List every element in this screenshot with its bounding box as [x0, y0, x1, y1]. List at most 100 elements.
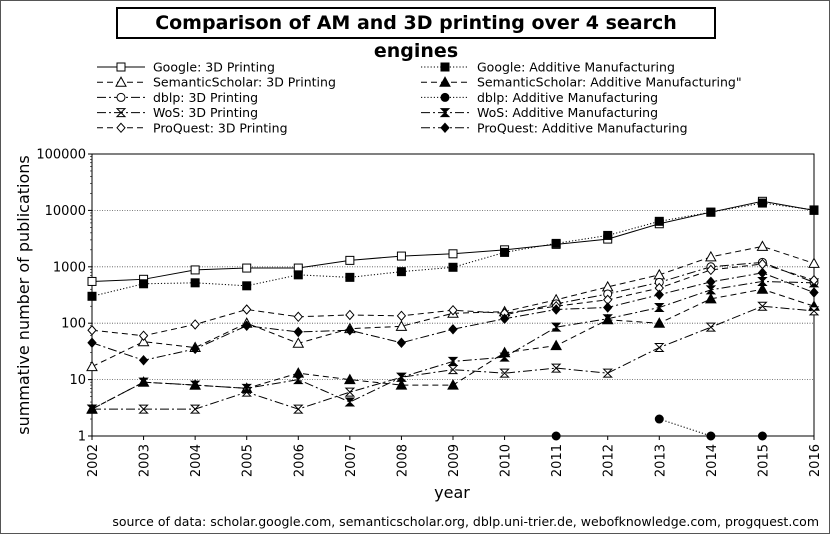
data-point-2007: [344, 397, 356, 407]
series-group: [86, 196, 820, 441]
x-tick-label: 2002: [86, 444, 101, 477]
data-point-2010: [499, 368, 510, 378]
data-point-2008: [395, 320, 408, 331]
chart-title: Comparison of AM and 3D printing over 4 …: [116, 7, 716, 62]
legend-item: dblp: Additive Manufacturing: [421, 90, 658, 105]
data-point-2016: [808, 257, 820, 268]
legend-label: WoS: 3D Printing: [153, 105, 258, 120]
data-point-legend: [115, 108, 127, 118]
data-point-2008: [395, 379, 408, 390]
data-point-legend: [440, 122, 450, 134]
series-8: [87, 258, 819, 341]
data-point-2004: [190, 278, 200, 288]
data-point-2015: [756, 283, 769, 294]
data-point-2016: [809, 205, 819, 215]
data-point-2006: [292, 337, 305, 348]
legend-item: SemanticScholar: 3D Printing: [97, 75, 336, 90]
data-point-2002: [86, 360, 98, 372]
data-point-2016: [808, 306, 820, 316]
data-point-2009: [447, 379, 459, 390]
data-point-2002: [87, 276, 97, 286]
x-tick-label: 2007: [344, 444, 359, 477]
legend: Google: 3D Printing Google: Additive Manu…: [97, 60, 742, 135]
data-point-2009: [447, 356, 459, 366]
x-tick-label: 2004: [189, 444, 204, 477]
data-point-2011: [551, 431, 561, 441]
data-point-2002: [87, 291, 97, 301]
data-point-2012: [603, 230, 613, 240]
x-tick-label: 2011: [550, 444, 565, 477]
data-point-2014: [705, 285, 717, 295]
x-tick-label: 2008: [395, 444, 410, 477]
data-point-2013: [653, 268, 666, 280]
data-point-2015: [757, 301, 768, 311]
data-point-2008: [396, 267, 406, 277]
data-point-2005: [242, 263, 252, 273]
data-point-2015: [757, 276, 768, 286]
data-point-2006: [293, 404, 304, 414]
data-point-legend: [116, 122, 126, 134]
legend-item: WoS: Additive Manufacturing: [421, 105, 658, 120]
data-point-legend: [440, 92, 450, 102]
data-point-2012: [602, 314, 613, 324]
data-point-2006: [293, 375, 304, 385]
data-point-2008: [396, 310, 407, 322]
data-point-2014: [706, 207, 716, 217]
y-tick-label: 100000: [36, 148, 86, 163]
data-point-2013: [653, 317, 666, 328]
series-line: [91, 202, 815, 297]
legend-item: ProQuest: 3D Printing: [97, 120, 288, 135]
x-tick-label: 2010: [499, 444, 514, 477]
series-line: [92, 305, 815, 410]
legend-label: SemanticScholar: Additive Manufacturing": [477, 75, 742, 90]
y-tick-label: 10000: [45, 204, 86, 219]
legend-label: dblp: 3D Printing: [153, 90, 258, 105]
data-point-2007: [345, 272, 355, 282]
x-tick-label: 2012: [602, 444, 617, 477]
legend-item: Google: 3D Printing: [97, 60, 275, 75]
x-tick-label: 2016: [808, 444, 823, 477]
x-tick-label: 2013: [653, 444, 668, 477]
legend-item: Google: Additive Manufacturing: [421, 60, 675, 75]
legend-item: SemanticScholar: Additive Manufacturing": [421, 75, 742, 90]
data-point-2007: [344, 387, 356, 397]
legend-label: WoS: Additive Manufacturing: [477, 105, 658, 120]
series-7: [86, 276, 820, 414]
data-point-2011: [550, 339, 562, 351]
data-point-2010: [499, 352, 510, 362]
data-point-2010: [499, 313, 510, 324]
legend-label: ProQuest: 3D Printing: [153, 120, 288, 135]
data-point-2006: [293, 326, 303, 338]
y-axis-label: summative number of publications: [14, 155, 33, 435]
legend-item: WoS: 3D Printing: [97, 105, 258, 120]
legend-label: Google: Additive Manufacturing: [477, 60, 675, 75]
data-point-2007: [345, 255, 355, 265]
data-point-2014: [706, 264, 716, 276]
data-point-2008: [396, 337, 407, 349]
data-point-2011: [551, 238, 561, 248]
data-point-legend: [440, 62, 450, 72]
series-5: [551, 414, 767, 441]
data-point-2007: [345, 309, 355, 321]
data-point-legend: [116, 62, 126, 72]
data-point-2011: [551, 304, 561, 315]
data-point-2009: [448, 324, 458, 335]
x-tick-label: 2005: [241, 444, 256, 477]
data-point-2013: [654, 343, 665, 353]
data-point-legend: [439, 76, 451, 87]
gridlines: [92, 153, 814, 437]
data-point-2011: [550, 322, 562, 332]
data-point-2012: [602, 368, 613, 378]
data-point-2006: [293, 311, 303, 323]
series-line: [91, 272, 815, 361]
data-point-2013: [654, 302, 665, 312]
data-point-2003: [138, 404, 149, 414]
data-point-2014: [705, 250, 717, 262]
data-point-2003: [138, 355, 149, 366]
x-tick-label: 2003: [138, 444, 153, 477]
data-point-2015: [757, 267, 768, 279]
plot-area-border: [91, 153, 815, 437]
data-point-2013: [654, 414, 664, 424]
